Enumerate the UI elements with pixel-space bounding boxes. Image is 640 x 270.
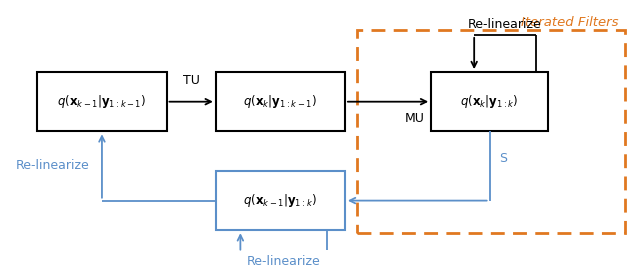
Text: S: S — [499, 152, 507, 165]
Text: Re-linearize: Re-linearize — [16, 160, 90, 173]
Text: Iterated Filters: Iterated Filters — [521, 16, 619, 29]
FancyBboxPatch shape — [216, 171, 345, 230]
Text: $q(\mathbf{x}_{k-1}|\mathbf{y}_{1:k-1})$: $q(\mathbf{x}_{k-1}|\mathbf{y}_{1:k-1})$ — [58, 93, 147, 110]
Text: Re-linearize: Re-linearize — [468, 18, 542, 31]
Text: $q(\mathbf{x}_{k-1}|\mathbf{y}_{1:k})$: $q(\mathbf{x}_{k-1}|\mathbf{y}_{1:k})$ — [243, 192, 317, 209]
FancyBboxPatch shape — [37, 72, 166, 131]
Text: $q(\mathbf{x}_k|\mathbf{y}_{1:k})$: $q(\mathbf{x}_k|\mathbf{y}_{1:k})$ — [460, 93, 519, 110]
FancyBboxPatch shape — [216, 72, 345, 131]
Text: TU: TU — [183, 74, 200, 87]
Text: Re-linearize: Re-linearize — [246, 255, 321, 268]
Text: MU: MU — [405, 112, 425, 124]
Text: $q(\mathbf{x}_k|\mathbf{y}_{1:k-1})$: $q(\mathbf{x}_k|\mathbf{y}_{1:k-1})$ — [243, 93, 317, 110]
FancyBboxPatch shape — [431, 72, 548, 131]
